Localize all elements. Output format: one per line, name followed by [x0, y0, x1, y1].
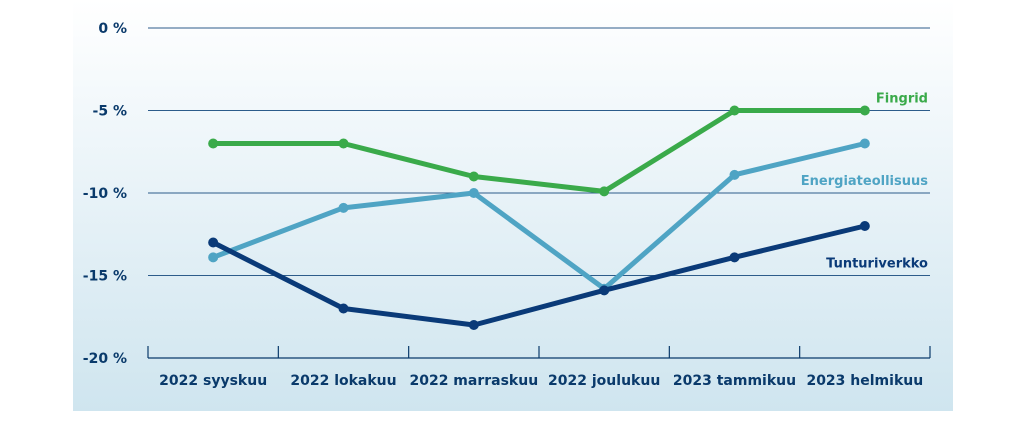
- chart-background: [73, 0, 953, 411]
- data-point: [729, 252, 740, 263]
- series-line-fingrid: [210, 108, 868, 194]
- data-point: [338, 138, 349, 149]
- x-tick-label: 2022 lokakuu: [290, 373, 396, 389]
- y-tick-label: -20 %: [83, 351, 127, 367]
- data-point: [338, 303, 349, 314]
- series-label: Fingrid: [876, 92, 928, 107]
- data-point: [468, 188, 479, 198]
- y-tick-label: -15 %: [83, 269, 127, 285]
- series-line-tunturiverkko: [210, 223, 868, 328]
- series-label: Energiateollisuus: [801, 174, 928, 189]
- y-tick-label: -5 %: [93, 104, 127, 120]
- data-point: [468, 320, 479, 330]
- data-point: [208, 237, 219, 248]
- x-tick-label: 2023 helmikuu: [806, 373, 923, 389]
- x-tick-label: 2022 syyskuu: [159, 373, 267, 389]
- y-tick-label: 0 %: [98, 21, 127, 37]
- data-point: [208, 252, 219, 263]
- data-point: [599, 186, 610, 197]
- data-point: [859, 105, 870, 116]
- x-tick-label: 2022 joulukuu: [548, 373, 660, 389]
- x-tick-label: 2023 tammikuu: [673, 373, 796, 389]
- y-tick-label: -10 %: [83, 186, 127, 202]
- data-point: [729, 105, 740, 116]
- data-point: [208, 138, 219, 149]
- x-tick-label: 2022 marraskuu: [409, 373, 538, 389]
- data-point: [729, 169, 740, 180]
- series-line-energiateollisuus: [210, 141, 868, 292]
- data-point: [468, 171, 479, 182]
- data-point: [599, 285, 610, 296]
- series-label: Tunturiverkko: [826, 257, 928, 272]
- data-point: [859, 221, 870, 231]
- data-point: [859, 138, 870, 149]
- data-point: [338, 202, 349, 213]
